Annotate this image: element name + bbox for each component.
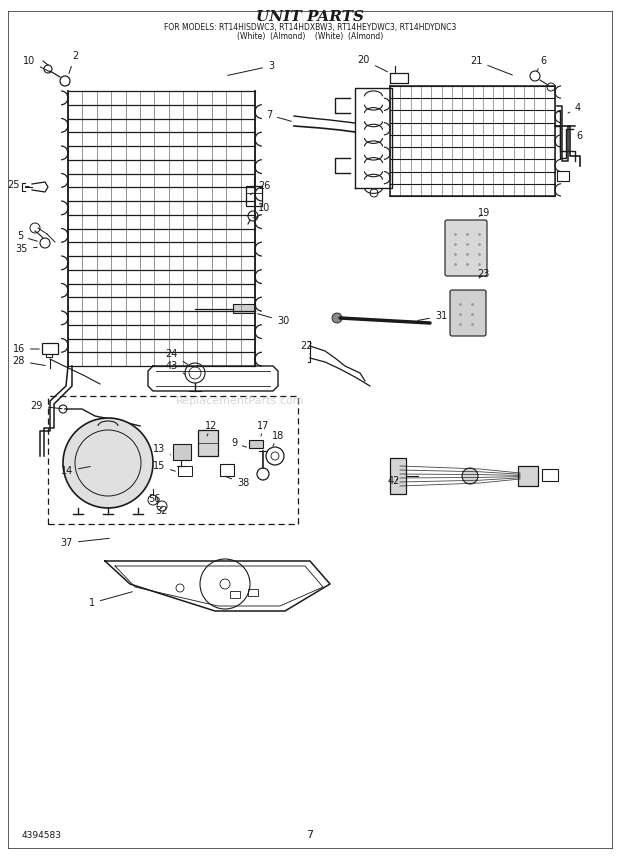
Text: 37: 37 xyxy=(61,538,109,548)
Text: 20: 20 xyxy=(358,55,388,72)
Text: 38: 38 xyxy=(226,477,249,488)
Text: 24: 24 xyxy=(166,349,188,365)
Bar xyxy=(557,171,569,181)
Text: 35: 35 xyxy=(16,244,37,254)
Text: 6: 6 xyxy=(570,131,582,141)
Bar xyxy=(198,430,218,456)
Text: ReplacementParts.com: ReplacementParts.com xyxy=(175,396,304,406)
Bar xyxy=(518,466,538,486)
Text: 12: 12 xyxy=(205,421,218,436)
FancyBboxPatch shape xyxy=(450,290,486,336)
Text: 21: 21 xyxy=(470,56,512,75)
Circle shape xyxy=(332,313,342,323)
Text: 28: 28 xyxy=(12,356,45,366)
Text: 1: 1 xyxy=(89,591,132,608)
Text: 26: 26 xyxy=(250,181,270,194)
Text: 32: 32 xyxy=(155,506,167,516)
Text: (White)  (Almond)    (White)  (Almond): (White) (Almond) (White) (Almond) xyxy=(237,32,383,41)
Circle shape xyxy=(59,405,67,413)
Bar xyxy=(390,458,406,494)
Text: 22: 22 xyxy=(300,341,312,354)
Text: 56: 56 xyxy=(148,494,161,504)
Text: 4: 4 xyxy=(568,103,581,113)
Text: 16: 16 xyxy=(13,344,39,354)
Bar xyxy=(249,440,263,448)
Text: 10: 10 xyxy=(23,56,50,72)
Text: 18: 18 xyxy=(272,431,284,446)
Text: 17: 17 xyxy=(257,421,269,436)
Text: 30: 30 xyxy=(258,314,290,326)
Text: UNIT PARTS: UNIT PARTS xyxy=(256,10,364,24)
Text: 7: 7 xyxy=(266,110,291,122)
Text: 6: 6 xyxy=(537,56,546,71)
Bar xyxy=(230,591,240,598)
Bar xyxy=(173,444,191,460)
FancyBboxPatch shape xyxy=(445,220,487,276)
Polygon shape xyxy=(105,561,330,611)
Bar xyxy=(248,589,258,596)
Text: 19: 19 xyxy=(478,208,490,218)
Text: 3: 3 xyxy=(228,61,274,75)
Text: 4394583: 4394583 xyxy=(22,831,62,840)
Bar xyxy=(220,464,234,476)
Text: FOR MODELS: RT14HISDWC3, RT14HDXBW3, RT14HEYDWC3, RT14HDYDNC3: FOR MODELS: RT14HISDWC3, RT14HDXBW3, RT1… xyxy=(164,23,456,32)
Text: 15: 15 xyxy=(153,461,175,471)
Text: 14: 14 xyxy=(61,466,91,476)
Text: 2: 2 xyxy=(69,51,78,74)
Bar xyxy=(542,469,558,481)
Bar xyxy=(178,466,192,476)
Text: 23: 23 xyxy=(477,269,490,279)
Text: 42: 42 xyxy=(388,476,401,486)
Bar xyxy=(233,304,255,313)
Text: 10: 10 xyxy=(253,203,270,218)
Text: 9: 9 xyxy=(231,438,246,448)
Bar xyxy=(246,186,262,206)
Text: 29: 29 xyxy=(30,401,62,411)
Bar xyxy=(42,343,58,354)
Text: 5: 5 xyxy=(17,231,37,241)
Circle shape xyxy=(462,468,478,484)
Text: 13: 13 xyxy=(153,444,171,455)
Circle shape xyxy=(63,418,153,508)
Text: 7: 7 xyxy=(306,830,314,840)
Text: 25: 25 xyxy=(7,180,29,190)
Text: 43: 43 xyxy=(166,361,185,375)
Text: 31: 31 xyxy=(418,311,447,321)
